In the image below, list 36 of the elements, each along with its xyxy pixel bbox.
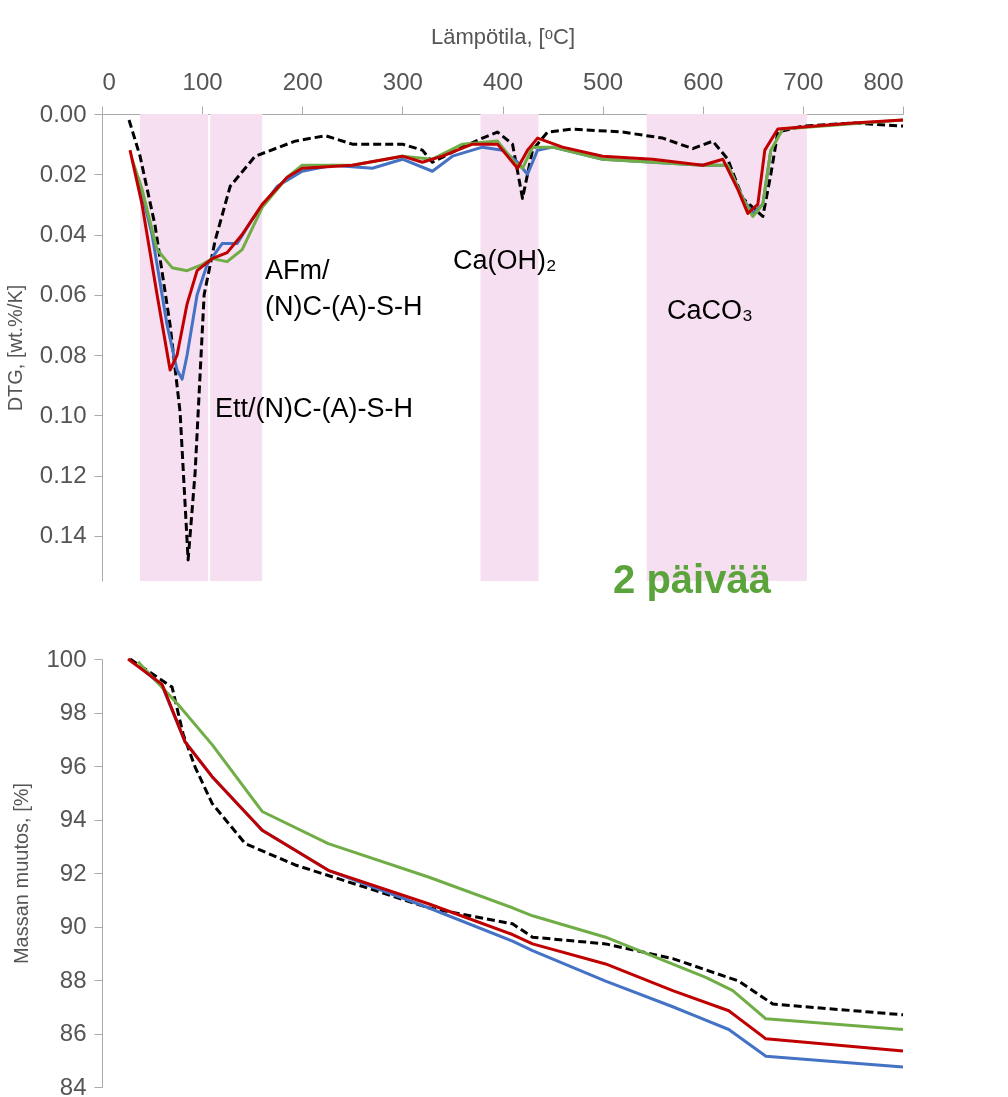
y-tick-label: 96 <box>59 751 87 779</box>
x-tick-label: 100 <box>182 67 223 95</box>
y-axis-title: Massan muutos, [%] <box>10 782 33 965</box>
y-tick-label: 0.00 <box>39 99 87 127</box>
y-tick-label: 100 <box>46 644 87 672</box>
x-tick-label: 400 <box>482 67 524 95</box>
x-tick-label: 300 <box>382 67 423 95</box>
annotation: Ett/(N)C-(A)-S-H <box>215 393 413 423</box>
annotation: AFm/ (N)C-(A)-S-H <box>265 255 423 321</box>
line-series <box>127 118 905 562</box>
x-tick-label: 700 <box>783 67 824 95</box>
annotation: CaCO₃ <box>667 295 754 325</box>
y-tick-label: 0.02 <box>39 159 87 187</box>
y-tick-label: 92 <box>59 858 87 886</box>
x-tick-label: 0 <box>102 67 116 95</box>
x-tick-label: 500 <box>583 67 624 95</box>
x-tick-label: 600 <box>683 67 724 95</box>
y-tick-label: 0.10 <box>39 400 87 428</box>
y-axis-title: DTG, [wt.%/K] <box>3 284 26 412</box>
y-tick-label: 86 <box>59 1019 87 1046</box>
annotation: Ca(OH)₂ <box>453 245 557 275</box>
y-tick-label: 94 <box>59 805 87 832</box>
annotation: 2 päivää <box>613 557 772 601</box>
y-tick-label: 0.06 <box>39 280 87 308</box>
y-tick-label: 90 <box>59 912 87 939</box>
y-tick-label: 0.08 <box>39 340 87 368</box>
y-tick-label: 0.14 <box>39 521 87 549</box>
x-tick-label: 200 <box>282 67 323 95</box>
y-tick-label: 0.04 <box>39 220 87 248</box>
y-tick-label: 98 <box>59 698 87 725</box>
y-tick-label: 0.12 <box>39 461 87 489</box>
x-axis-title: Lämpötila, [ᵒC] <box>430 23 576 49</box>
y-tick-label: 84 <box>59 1072 87 1097</box>
line-series <box>128 118 905 372</box>
x-tick-label: 800 <box>863 67 904 95</box>
y-tick-label: 88 <box>59 965 87 993</box>
